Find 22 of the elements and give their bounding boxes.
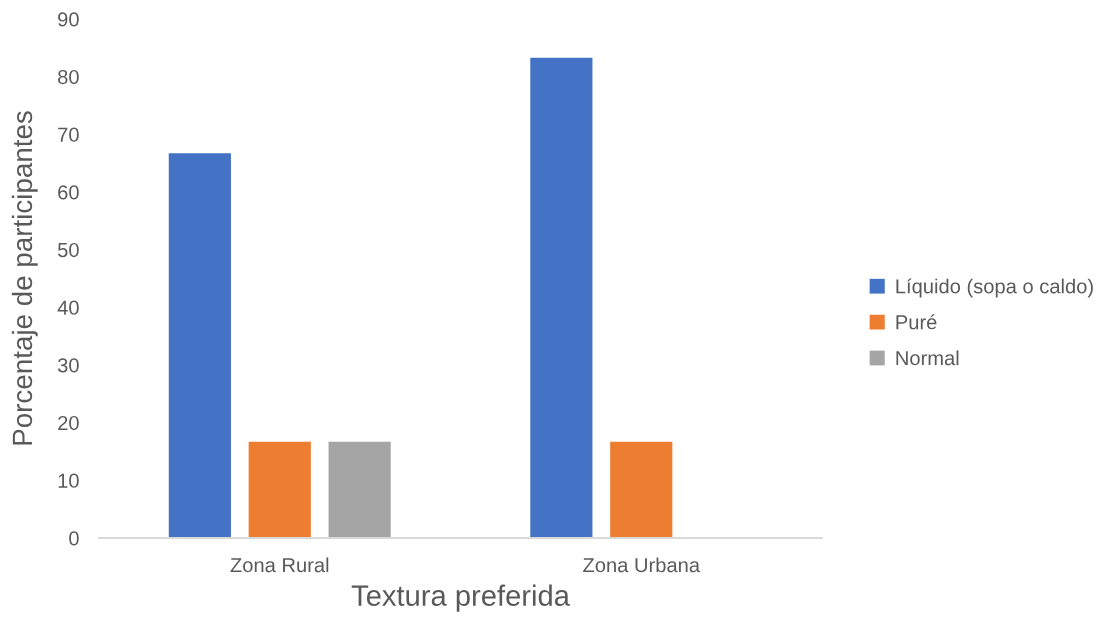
- legend-label: Puré: [896, 314, 937, 330]
- y-tick-label: 90: [58, 12, 79, 27]
- bar: [530, 57, 593, 538]
- y-tick-label: 10: [58, 473, 79, 488]
- legend-label: Líquido (sopa o caldo): [896, 278, 1093, 298]
- y-tick-label: 50: [57, 242, 79, 258]
- x-tick-label: Zona Rural: [230, 557, 329, 573]
- bar: [610, 441, 673, 538]
- x-axis-title: Textura preferida: [351, 584, 570, 612]
- x-tick-label: Zona Urbana: [583, 557, 701, 573]
- y-tick-label: 60: [58, 185, 79, 200]
- y-tick-label: 40: [57, 300, 79, 315]
- bar: [248, 441, 311, 538]
- y-tick-label: 70: [58, 127, 79, 142]
- bar: [328, 441, 391, 538]
- bar: [168, 153, 231, 538]
- y-tick-label: 20: [58, 415, 79, 431]
- y-tick-label: 0: [69, 531, 79, 546]
- y-tick-label: 80: [58, 69, 79, 85]
- legend-label: Normal: [896, 350, 959, 366]
- y-tick-label: 30: [57, 358, 79, 373]
- y-axis-title: Porcentaje de participantes: [11, 111, 38, 445]
